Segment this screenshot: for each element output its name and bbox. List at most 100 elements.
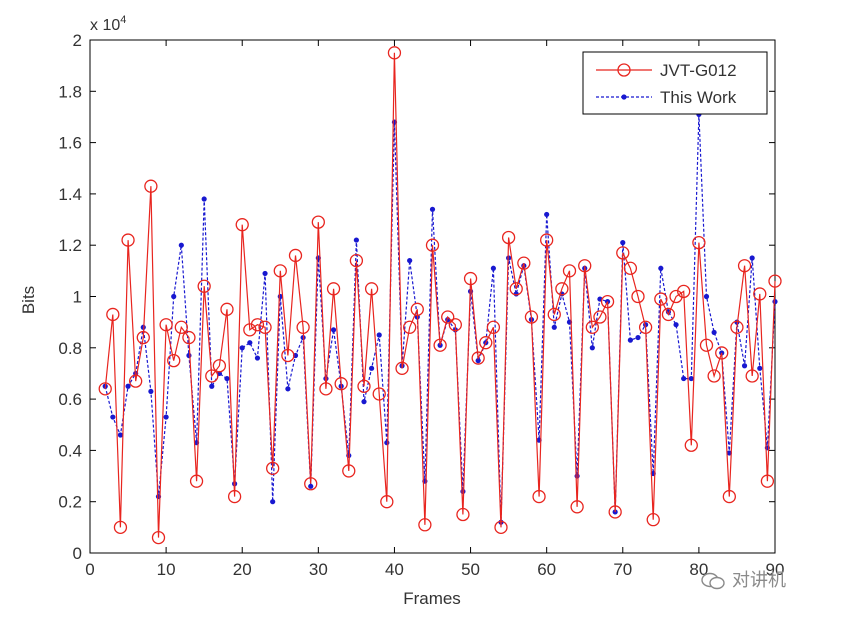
data-point <box>741 363 748 369</box>
data-point <box>186 352 192 359</box>
data-point <box>288 248 303 263</box>
data-point <box>182 330 196 345</box>
data-point <box>490 265 496 271</box>
legend-marker-this-work <box>621 94 627 100</box>
axes-ticks <box>89 39 776 554</box>
data-point <box>692 235 706 250</box>
x-tick-label: 50 <box>461 560 480 579</box>
data-point <box>281 348 295 363</box>
tick-labels: 0 10 20 30 40 50 60 70 80 90 0 0.2 0.4 0.6 0.8 1 1.2 1.4 1… <box>58 31 784 579</box>
x-tick-label: 40 <box>385 560 404 579</box>
data-point <box>250 318 265 332</box>
data-point <box>494 520 508 534</box>
y-scale-label: x 104 <box>90 14 126 34</box>
data-point <box>460 488 466 495</box>
watermark-text: 对讲机 <box>732 570 786 591</box>
data-point <box>418 518 432 532</box>
data-point <box>486 320 501 334</box>
data-point <box>407 257 413 264</box>
wechat-icon <box>701 572 725 590</box>
data-point <box>608 505 622 519</box>
data-point <box>353 237 359 243</box>
data-point <box>699 338 714 352</box>
data-point <box>703 293 710 300</box>
data-point <box>730 320 744 334</box>
data-point <box>753 287 767 301</box>
y-axis-label: Bits <box>19 286 38 314</box>
y-tick-label: 1.4 <box>58 185 82 204</box>
y-tick-label: 0.2 <box>58 493 82 512</box>
data-point <box>448 318 462 332</box>
y-tick-label: 0.8 <box>58 339 82 358</box>
data-point <box>273 264 287 278</box>
data-point <box>429 206 436 212</box>
x-axis-label: Frames <box>403 589 461 608</box>
data-point <box>334 377 348 391</box>
data-point <box>403 320 417 334</box>
data-point <box>342 464 356 478</box>
data-point <box>125 383 131 389</box>
data-point <box>677 284 691 299</box>
watermark: 对讲机 <box>700 566 786 592</box>
data-point <box>227 489 242 504</box>
legend-label-jvt: JVT-G012 <box>660 61 737 80</box>
data-point <box>433 338 447 352</box>
y-tick-label: 1 <box>73 288 82 307</box>
data-point <box>372 387 386 401</box>
data-point <box>171 293 177 300</box>
data-point <box>270 499 276 505</box>
data-point <box>364 282 379 296</box>
data-point <box>266 461 280 476</box>
data-point <box>501 230 516 245</box>
x-tick-label: 20 <box>233 560 252 579</box>
data-point <box>224 375 230 382</box>
data-point <box>654 292 668 306</box>
data-point <box>509 282 523 296</box>
data-point <box>757 365 763 371</box>
data-point <box>330 327 337 333</box>
legend-marker-jvt <box>617 63 631 77</box>
data-point <box>395 361 409 375</box>
data-point <box>623 261 638 275</box>
x-tick-label: 70 <box>613 560 632 579</box>
legend: JVT-G012 This Work <box>582 51 768 115</box>
x-tick-label: 90 <box>766 560 785 579</box>
data-point <box>384 440 390 446</box>
data-point <box>262 270 268 277</box>
data-point <box>658 265 664 271</box>
data-point <box>688 375 694 382</box>
data-point <box>673 322 679 328</box>
data-point <box>117 432 124 438</box>
data-point <box>136 330 150 345</box>
data-point <box>380 495 394 509</box>
data-point <box>456 507 470 522</box>
data-point <box>463 271 478 286</box>
y-tick-label: 1.2 <box>58 236 82 255</box>
data-point <box>258 320 272 334</box>
data-point <box>197 279 211 293</box>
data-point <box>296 320 310 334</box>
data-point <box>540 233 554 247</box>
data-point <box>235 218 249 232</box>
data-point <box>205 369 219 383</box>
data-point <box>326 282 341 296</box>
y-tick-label: 1.8 <box>58 82 82 101</box>
data-point <box>106 307 120 322</box>
data-point <box>638 320 653 334</box>
data-point <box>574 473 580 479</box>
x-tick-label: 0 <box>85 560 94 579</box>
y-tick-label: 0.4 <box>58 441 82 460</box>
data-point <box>311 215 325 229</box>
data-point <box>635 334 641 341</box>
data-point <box>121 233 135 247</box>
data-point <box>212 359 227 373</box>
data-point <box>247 340 253 346</box>
data-point <box>209 383 215 389</box>
data-point <box>349 253 364 268</box>
data-point <box>174 320 188 334</box>
data-point <box>620 240 626 246</box>
data-point <box>768 274 782 288</box>
data-point <box>661 307 676 322</box>
data-point <box>178 242 184 248</box>
data-point <box>285 386 291 392</box>
